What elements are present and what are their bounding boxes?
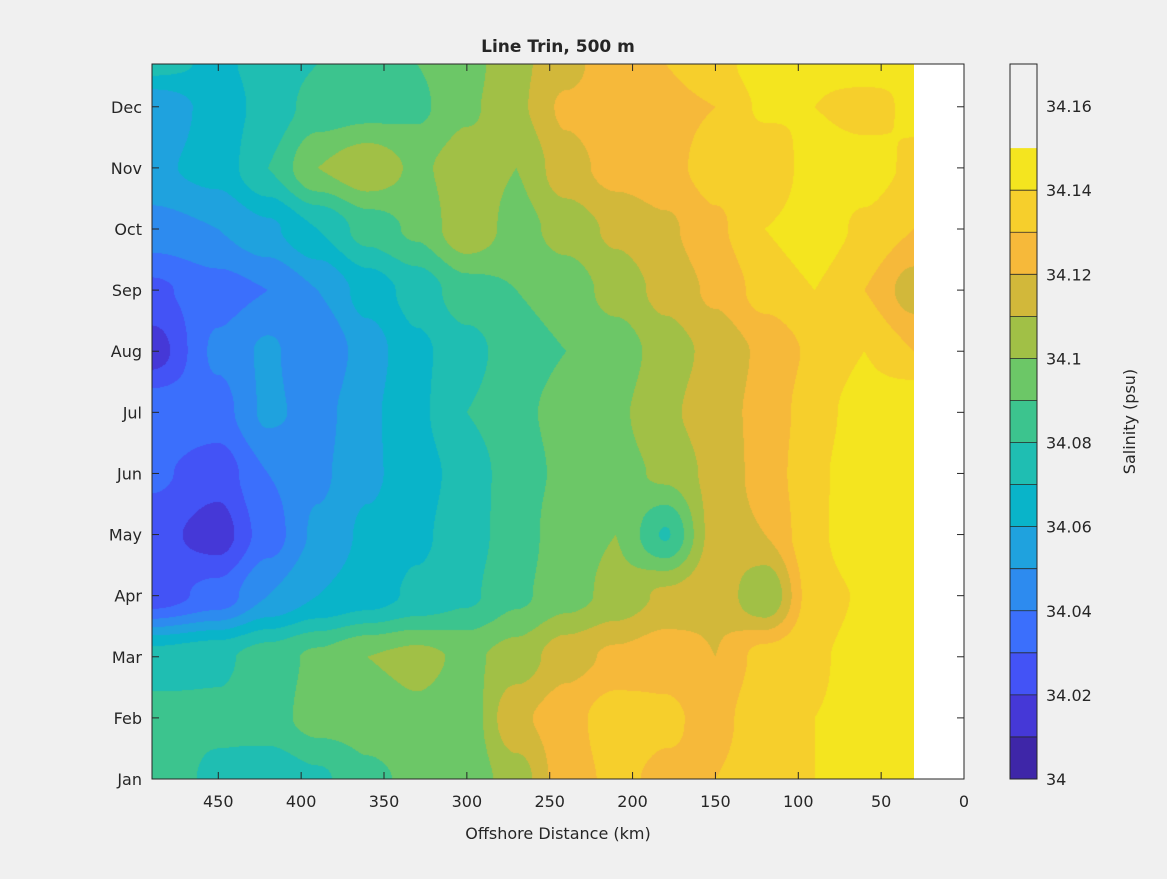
y-tick-label: Dec bbox=[111, 98, 142, 117]
y-tick-label: Feb bbox=[114, 709, 142, 728]
colorbar-segment bbox=[1010, 610, 1037, 653]
x-tick-label: 400 bbox=[286, 792, 317, 811]
colorbar-tick-label: 34.1 bbox=[1046, 349, 1082, 368]
colorbar-tick-label: 34.08 bbox=[1046, 434, 1092, 453]
axes-box bbox=[151, 63, 965, 780]
y-tick-label: Sep bbox=[112, 281, 142, 300]
colorbar-segment bbox=[1010, 232, 1037, 275]
salinity-contour-field bbox=[152, 64, 914, 779]
colorbar-segment bbox=[1010, 148, 1037, 191]
y-tick-label: Nov bbox=[111, 159, 142, 178]
x-axis: 450 400 350 300 250 200 150 100 50 0 bbox=[203, 64, 969, 811]
x-tick-label: 350 bbox=[369, 792, 400, 811]
y-axis: Jan Feb Mar Apr May Jun Jul Aug Sep Oct Nov Dec bbox=[109, 98, 964, 789]
y-tick-label: Jun bbox=[116, 464, 142, 483]
chart-title: Line Trin, 500 m bbox=[481, 37, 635, 57]
colorbar-tick-label: 34.04 bbox=[1046, 602, 1092, 621]
colorbar-segment bbox=[1010, 358, 1037, 401]
x-tick-label: 50 bbox=[871, 792, 891, 811]
y-tick-label: May bbox=[109, 526, 142, 545]
colorbar-segment bbox=[1010, 736, 1037, 779]
y-tick-label: Apr bbox=[114, 587, 142, 606]
colorbar-segment bbox=[1010, 484, 1037, 527]
colorbar-segment bbox=[1010, 526, 1037, 569]
x-tick-label: 250 bbox=[534, 792, 565, 811]
colorbar-segment bbox=[1010, 190, 1037, 233]
y-tick-label: Aug bbox=[111, 342, 142, 361]
colorbar-segment bbox=[1010, 274, 1037, 317]
colorbar-tick-label: 34.16 bbox=[1046, 97, 1092, 116]
x-axis-label: Offshore Distance (km) bbox=[465, 824, 650, 843]
colorbar: 34 34.02 34.04 34.06 34.08 34.1 34.12 34.14 34.1… bbox=[1009, 63, 1092, 789]
colorbar-segment bbox=[1010, 442, 1037, 485]
y-tick-label: Jan bbox=[116, 770, 142, 789]
x-tick-label: 0 bbox=[959, 792, 969, 811]
x-tick-label: 200 bbox=[617, 792, 648, 811]
colorbar-tick-label: 34.06 bbox=[1046, 518, 1092, 537]
y-tick-label: Oct bbox=[114, 220, 142, 239]
colorbar-segment bbox=[1010, 316, 1037, 359]
colorbar-tick-label: 34.02 bbox=[1046, 686, 1092, 705]
x-tick-label: 150 bbox=[700, 792, 731, 811]
y-tick-label: Jul bbox=[122, 403, 142, 422]
y-tick-label: Mar bbox=[112, 648, 143, 667]
colorbar-label: Salinity (psu) bbox=[1120, 369, 1139, 474]
colorbar-tick-label: 34.12 bbox=[1046, 265, 1092, 284]
colorbar-segment bbox=[1010, 400, 1037, 443]
colorbar-tick-label: 34 bbox=[1046, 770, 1066, 789]
colorbar-segment bbox=[1010, 568, 1037, 611]
colorbar-tick-label: 34.14 bbox=[1046, 181, 1092, 200]
colorbar-box bbox=[1009, 63, 1038, 780]
colorbar-segment bbox=[1010, 652, 1037, 695]
colorbar-segment bbox=[1010, 694, 1037, 737]
x-tick-label: 100 bbox=[783, 792, 814, 811]
x-tick-label: 450 bbox=[203, 792, 234, 811]
x-tick-label: 300 bbox=[452, 792, 483, 811]
